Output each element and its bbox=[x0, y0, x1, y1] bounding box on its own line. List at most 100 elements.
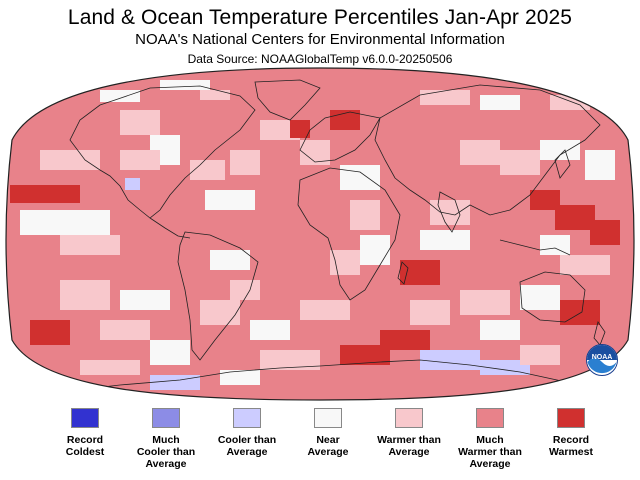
asia-outline bbox=[374, 84, 601, 216]
anomaly-cell bbox=[300, 300, 350, 320]
anomaly-cell bbox=[420, 230, 470, 250]
legend-swatch bbox=[395, 408, 423, 428]
anomaly-cell bbox=[290, 120, 310, 138]
noaa-logo: NOAA bbox=[586, 344, 618, 376]
anomaly-cell bbox=[260, 350, 320, 370]
anomaly-cell bbox=[230, 150, 260, 175]
legend: Record Coldest Much Cooler than Average Coole… bbox=[0, 408, 640, 480]
anomaly-cell bbox=[585, 150, 615, 180]
south-america-outline bbox=[177, 231, 259, 361]
noaa-logo-text: NOAA bbox=[592, 354, 613, 361]
anomaly-cell bbox=[530, 190, 560, 210]
anomaly-cell bbox=[80, 360, 140, 375]
anomaly-cell bbox=[560, 255, 610, 275]
anomaly-cell bbox=[100, 90, 140, 102]
anomaly-cell bbox=[40, 150, 100, 170]
legend-label: Much Cooler than Average bbox=[121, 434, 211, 470]
legend-label-line: Cooler than bbox=[136, 446, 196, 458]
anomaly-cell bbox=[330, 250, 360, 275]
anomaly-cell bbox=[520, 285, 560, 310]
anomaly-cell bbox=[10, 185, 80, 203]
anomaly-cell bbox=[420, 90, 470, 105]
anomaly-cell bbox=[340, 165, 380, 190]
anomaly-cell bbox=[160, 80, 210, 90]
antarctica-outline bbox=[59, 359, 581, 393]
legend-label: Much Warmer than Average bbox=[445, 434, 535, 470]
anomaly-cell bbox=[100, 320, 150, 340]
anomaly-cell bbox=[200, 90, 230, 100]
continent-outlines bbox=[59, 79, 606, 393]
anomaly-cell bbox=[220, 370, 260, 385]
anomaly-cell bbox=[460, 290, 510, 315]
anomaly-cell bbox=[230, 280, 260, 300]
india-outline bbox=[437, 191, 461, 233]
legend-label: Record Coldest bbox=[40, 434, 130, 458]
legend-item: Cooler than Average bbox=[202, 408, 292, 458]
legend-label-line: Average bbox=[226, 446, 268, 458]
australia-outline bbox=[519, 271, 586, 323]
legend-swatch bbox=[476, 408, 504, 428]
japan-outline bbox=[554, 149, 571, 179]
anomaly-cell bbox=[340, 345, 390, 365]
anomaly-cell bbox=[205, 190, 255, 210]
anomaly-cell bbox=[210, 250, 250, 270]
greenland-outline bbox=[254, 79, 321, 121]
globe-border bbox=[5, 67, 635, 401]
data-source: Data Source: NOAAGlobalTemp v6.0.0-20250… bbox=[187, 52, 453, 66]
map-title: Land & Ocean Temperature Percentiles Jan… bbox=[67, 6, 573, 29]
legend-label-line: Warmest bbox=[549, 446, 593, 458]
anomaly-cell bbox=[150, 375, 200, 390]
indonesia-outline bbox=[499, 239, 571, 256]
anomaly-cell bbox=[410, 300, 450, 325]
anomaly-cell bbox=[120, 110, 160, 135]
legend-item: Record Warmest bbox=[526, 408, 616, 458]
legend-label-line: Near bbox=[316, 434, 340, 446]
legend-label-line: Much bbox=[152, 434, 180, 446]
anomaly-cell bbox=[480, 320, 520, 340]
anomaly-cell bbox=[460, 140, 500, 165]
anomaly-cell bbox=[120, 290, 170, 310]
anomaly-cell bbox=[360, 235, 390, 265]
legend-swatch bbox=[152, 408, 180, 428]
madagascar-outline bbox=[397, 261, 409, 285]
anomaly-cell bbox=[150, 340, 190, 365]
legend-label: Warmer than Average bbox=[364, 434, 454, 458]
legend-swatch bbox=[233, 408, 261, 428]
ocean-base bbox=[6, 68, 634, 400]
anomaly-cell bbox=[540, 235, 570, 255]
anomaly-cell bbox=[200, 300, 240, 325]
anomaly-cell bbox=[420, 350, 480, 370]
legend-label-line: Warmer than bbox=[458, 446, 522, 458]
europe-outline bbox=[299, 111, 381, 163]
anomaly-cell bbox=[60, 280, 110, 310]
legend-label: Near Average bbox=[283, 434, 373, 458]
world-percentile-map bbox=[5, 67, 635, 401]
legend-label-line: Average bbox=[469, 458, 511, 470]
anomaly-cell bbox=[20, 210, 110, 235]
legend-item: Near Average bbox=[283, 408, 373, 458]
legend-label-line: Coldest bbox=[65, 446, 105, 458]
anomaly-cell bbox=[125, 178, 140, 190]
globe-body bbox=[6, 68, 634, 400]
legend-label-line: Cooler than bbox=[217, 434, 277, 446]
noaa-logo-icon: NOAA bbox=[586, 344, 618, 376]
legend-label: Cooler than Average bbox=[202, 434, 292, 458]
anomaly-cell bbox=[520, 345, 560, 365]
legend-swatch bbox=[557, 408, 585, 428]
anomaly-cell bbox=[380, 330, 430, 350]
legend-swatch bbox=[314, 408, 342, 428]
anomaly-cell bbox=[250, 320, 290, 340]
legend-label-line: Average bbox=[145, 458, 187, 470]
anomaly-cell bbox=[60, 235, 120, 255]
map-subtitle: NOAA's National Centers for Environmenta… bbox=[135, 31, 505, 48]
anomaly-cell bbox=[190, 160, 225, 180]
anomaly-cell bbox=[480, 95, 520, 110]
anomaly-cell bbox=[120, 150, 160, 170]
anomaly-cell bbox=[400, 260, 440, 285]
central-america-outline bbox=[149, 217, 191, 239]
legend-item: Much Warmer than Average bbox=[445, 408, 535, 470]
legend-item: Much Cooler than Average bbox=[121, 408, 211, 470]
anomaly-cell bbox=[430, 200, 470, 225]
legend-label-line: Warmer than bbox=[377, 434, 441, 446]
legend-label-line: Average bbox=[307, 446, 349, 458]
